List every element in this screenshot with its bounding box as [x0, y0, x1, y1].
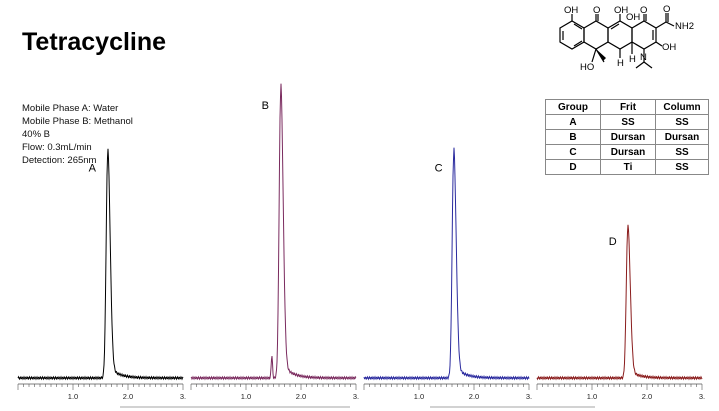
structure-label: O [663, 4, 670, 15]
table-row: A SS SS [545, 114, 709, 130]
structure-label: OH [614, 5, 628, 16]
x-tick-label: 2.0 [469, 392, 479, 401]
x-tick-label: 1.0 [587, 392, 597, 401]
structure-label: NH2 [675, 21, 694, 32]
chromatogram-trace [17, 148, 184, 381]
structure-label: H [617, 58, 624, 69]
series-label: D [609, 236, 617, 248]
stereo-wedge [596, 49, 606, 61]
series-label: B [262, 100, 269, 112]
table-row: C Dursan SS [545, 144, 709, 160]
page-title: Tetracycline [22, 28, 167, 56]
series-label: C [435, 162, 443, 174]
condition-line: Mobile Phase A: Water [22, 103, 119, 114]
structure-label: OH [662, 42, 676, 53]
x-tick-label: 3. [699, 392, 705, 401]
x-tick-label: 2.0 [123, 392, 133, 401]
table-row: B Dursan Dursan [545, 129, 709, 145]
table-cell: Ti [600, 159, 656, 175]
group-table: Group Frit Column A SS SS B Dursan Dursa… [545, 99, 709, 175]
chromatogram-trace [190, 83, 357, 381]
condition-line: 40% B [22, 129, 50, 140]
structure-label: HO [580, 62, 594, 73]
condition-line: Flow: 0.3mL/min [22, 142, 92, 153]
table-row: D Ti SS [545, 159, 709, 175]
x-tick-label: 2.0 [642, 392, 652, 401]
x-tick-label: 1.0 [414, 392, 424, 401]
table-header: Column [655, 99, 709, 115]
tetracycline-structure: OH O OH OH O O NH2 OH HO H H N [559, 4, 694, 73]
x-tick-label: 2.0 [296, 392, 306, 401]
structure-label: O [593, 5, 600, 16]
table-cell: SS [655, 144, 709, 160]
x-tick-label: 1.0 [241, 392, 251, 401]
structure-label: H [629, 54, 636, 65]
x-tick-label: 1.0 [68, 392, 78, 401]
structure-label: O [640, 5, 647, 16]
chromatogram-trace [363, 147, 530, 381]
structure-label: OH [626, 12, 640, 23]
condition-line: Mobile Phase B: Methanol [22, 116, 133, 127]
table-cell: SS [655, 159, 709, 175]
structure-label: OH [564, 5, 578, 16]
x-tick-label: 3. [180, 392, 186, 401]
condition-line: Detection: 265nm [22, 155, 97, 166]
x-tick-label: 3. [526, 392, 532, 401]
method-conditions: Mobile Phase A: Water Mobile Phase B: Me… [22, 102, 133, 167]
chromatogram-trace [536, 224, 703, 381]
series-label: A [89, 162, 97, 174]
x-tick-label: 3. [353, 392, 359, 401]
structure-label: N [640, 52, 647, 63]
